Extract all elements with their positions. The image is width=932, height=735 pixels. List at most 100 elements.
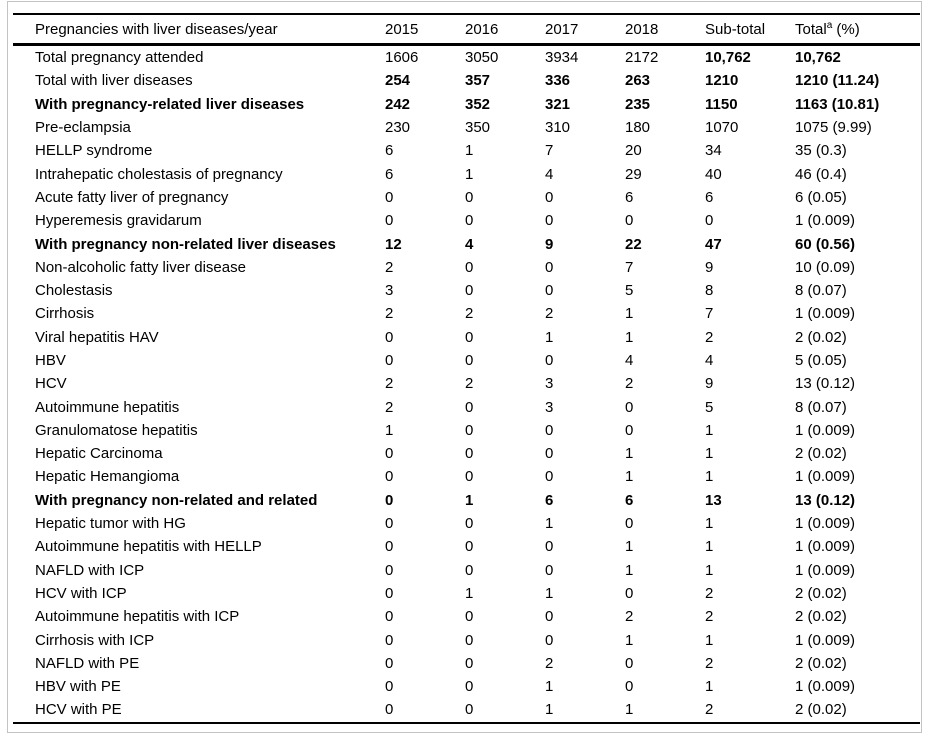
cell-2018: 2 xyxy=(625,375,634,393)
table-row: Granulomatose hepatitis 1 0 0 0 1 1 (0.009) xyxy=(13,419,920,442)
header-subtotal: Sub-total xyxy=(705,14,795,46)
table-row: HCV with ICP 0 1 1 0 2 2 (0.02) xyxy=(13,582,920,605)
cell-2015: 2 xyxy=(385,375,394,393)
cell-total-pct: 2 (0.02) xyxy=(795,654,847,672)
cell-2017: 0 xyxy=(545,538,554,556)
cell-2016: 350 xyxy=(465,119,491,137)
cell-total-pct: 10 (0.09) xyxy=(795,258,856,276)
header-row: Pregnancies with liver diseases/year 201… xyxy=(13,14,920,46)
cell-subtotal: 47 xyxy=(705,235,722,253)
cell-total-pct: 1 (0.009) xyxy=(795,515,856,533)
cell-2017: 1 xyxy=(545,328,554,346)
table-row: Pre-eclampsia 230 350 310 180 1070 1075 (9.99) xyxy=(13,116,920,139)
cell-subtotal: 13 xyxy=(705,491,722,509)
cell-total-pct: 8 (0.07) xyxy=(795,398,847,416)
cell-2017: 0 xyxy=(545,608,554,626)
cell-2016: 0 xyxy=(465,421,474,439)
cell-2018: 4 xyxy=(625,352,634,369)
cell-2016: 0 xyxy=(465,188,474,206)
table-row: Cirrhosis with ICP 0 0 0 1 1 1 (0.009) xyxy=(13,628,920,651)
cell-2018: 7 xyxy=(625,258,634,276)
cell-total-pct: 2 (0.02) xyxy=(795,445,847,463)
table-row: HCV 2 2 3 2 9 13 (0.12) xyxy=(13,372,920,395)
cell-2018: 0 xyxy=(625,678,634,696)
table-body: Total pregnancy attended 1606 3050 3934 2172… xyxy=(13,45,920,723)
cell-total-pct: 8 (0.07) xyxy=(795,282,847,300)
row-label: NAFLD with PE xyxy=(35,654,140,672)
cell-2017: 6 xyxy=(545,491,554,509)
cell-subtotal: 8 xyxy=(705,282,714,300)
cell-2018: 1 xyxy=(625,631,634,649)
cell-2016: 352 xyxy=(465,95,491,113)
cell-subtotal: 9 xyxy=(705,375,714,393)
row-label: Autoimmune hepatitis with HELLP xyxy=(35,538,262,556)
cell-2016: 0 xyxy=(465,468,474,486)
cell-2017: 0 xyxy=(545,468,554,486)
cell-2015: 0 xyxy=(385,631,394,649)
cell-total-pct: 1210 (11.24) xyxy=(795,72,880,90)
cell-2015: 0 xyxy=(385,352,394,369)
cell-2017: 0 xyxy=(545,445,554,463)
row-label: With pregnancy non-related liver disease… xyxy=(35,235,336,253)
cell-subtotal: 9 xyxy=(705,258,714,276)
cell-total-pct: 1 (0.009) xyxy=(795,468,856,486)
cell-subtotal: 34 xyxy=(705,142,722,160)
cell-2018: 29 xyxy=(625,165,642,183)
table-row: Non-alcoholic fatty liver disease 2 0 0 7 9 10… xyxy=(13,256,920,279)
cell-2018: 0 xyxy=(625,212,634,230)
row-label: Cirrhosis with ICP xyxy=(35,631,155,649)
table-row: NAFLD with PE 0 0 2 0 2 2 (0.02) xyxy=(13,652,920,675)
cell-subtotal: 1070 xyxy=(705,119,739,137)
cell-subtotal: 40 xyxy=(705,165,722,183)
cell-subtotal: 2 xyxy=(705,608,714,626)
cell-subtotal: 1150 xyxy=(705,95,738,113)
row-label: HCV with ICP xyxy=(35,584,127,602)
cell-total-pct: 1 (0.009) xyxy=(795,212,856,230)
cell-2016: 357 xyxy=(465,72,491,90)
cell-subtotal: 0 xyxy=(705,212,714,230)
cell-subtotal: 2 xyxy=(705,584,714,602)
cell-2015: 0 xyxy=(385,328,394,346)
cell-2015: 0 xyxy=(385,584,394,602)
table-row: Hepatic Carcinoma 0 0 0 1 1 2 (0.02) xyxy=(13,442,920,465)
cell-2016: 0 xyxy=(465,515,474,533)
cell-2015: 1 xyxy=(385,421,394,439)
cell-total-pct: 13 (0.12) xyxy=(795,375,856,393)
header-total-pct: Totala (%) xyxy=(795,14,920,46)
cell-2018: 1 xyxy=(625,468,634,486)
cell-2016: 0 xyxy=(465,352,474,369)
cell-2018: 263 xyxy=(625,72,651,90)
cell-2017: 0 xyxy=(545,631,554,649)
cell-2017: 7 xyxy=(545,142,554,160)
row-label: Hyperemesis gravidarum xyxy=(35,212,202,230)
cell-subtotal: 1 xyxy=(705,468,714,486)
cell-total-pct: 1 (0.009) xyxy=(795,561,856,579)
cell-2015: 6 xyxy=(385,142,394,160)
cell-2015: 0 xyxy=(385,701,394,719)
cell-2015: 230 xyxy=(385,119,411,137)
table-row: Autoimmune hepatitis 2 0 3 0 5 8 (0.07) xyxy=(13,395,920,418)
cell-total-pct: 6 (0.05) xyxy=(795,188,847,206)
cell-2017: 0 xyxy=(545,258,554,276)
cell-2015: 0 xyxy=(385,445,394,463)
cell-2016: 0 xyxy=(465,631,474,649)
row-label: HCV with PE xyxy=(35,701,122,719)
cell-2015: 2 xyxy=(385,305,394,323)
header-year-2017: 2017 xyxy=(545,14,625,46)
table-row: Autoimmune hepatitis with ICP 0 0 0 2 2 2 (0.0… xyxy=(13,605,920,628)
cell-2015: 242 xyxy=(385,95,411,113)
table-row: HBV with PE 0 0 1 0 1 1 (0.009) xyxy=(13,675,920,698)
cell-subtotal: 1 xyxy=(705,631,714,649)
cell-subtotal: 1 xyxy=(705,421,714,439)
cell-2017: 2 xyxy=(545,305,554,323)
cell-2016: 0 xyxy=(465,328,474,346)
cell-2017: 1 xyxy=(545,584,554,602)
table-row: Cholestasis 3 0 0 5 8 8 (0.07) xyxy=(13,279,920,302)
cell-2018: 2 xyxy=(625,608,634,626)
cell-total-pct: 1 (0.009) xyxy=(795,678,856,696)
row-label: Cirrhosis xyxy=(35,305,95,323)
table-row: Total with liver diseases 254 357 336 263 121… xyxy=(13,69,920,92)
cell-2016: 0 xyxy=(465,445,474,463)
cell-subtotal: 6 xyxy=(705,188,714,206)
cell-total-pct: 1075 (9.99) xyxy=(795,119,872,137)
